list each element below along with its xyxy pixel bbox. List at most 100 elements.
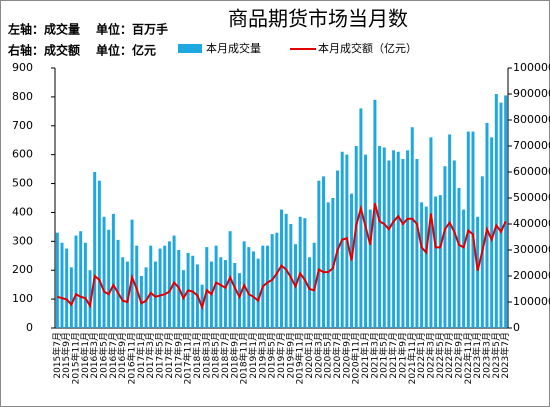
y2-tick-label: 700000 <box>513 139 550 152</box>
x-tick-label: 2020年5月 <box>322 332 334 379</box>
y2-tick-label: 100000 <box>513 295 550 308</box>
bar <box>144 267 148 328</box>
x-tick-label: 2017年7月 <box>163 332 175 379</box>
bar <box>223 260 227 328</box>
y2-tick-label: 400000 <box>513 217 550 230</box>
x-tick-label: 2023年5月 <box>490 332 502 379</box>
bar <box>251 251 255 328</box>
y-tick-label: 300 <box>12 234 33 247</box>
chart-title: 商品期货市场当月数 <box>228 7 408 31</box>
bar <box>424 206 428 328</box>
y-tick-label: 400 <box>12 205 33 218</box>
bar <box>392 150 396 328</box>
right-unit: 单位：亿元 <box>96 43 156 58</box>
x-tick-label: 2022年5月 <box>434 332 446 379</box>
bar <box>219 257 223 328</box>
bar <box>326 202 330 328</box>
bar <box>448 134 452 328</box>
bar <box>396 151 400 328</box>
bar <box>111 213 115 328</box>
x-tick-label: 2021年3月 <box>368 332 380 379</box>
bar <box>443 166 447 328</box>
x-tick-label: 2018年5月 <box>210 332 222 379</box>
bar <box>308 257 312 328</box>
y-tick-label: 100 <box>12 292 33 305</box>
x-tick-label: 2016年5月 <box>98 332 110 379</box>
x-tick-label: 2015年7月 <box>51 332 63 379</box>
x-tick-label: 2022年3月 <box>424 332 436 379</box>
x-tick-label: 2017年1月 <box>135 332 147 379</box>
bar <box>167 241 171 328</box>
bar <box>270 234 274 328</box>
bar <box>378 146 382 328</box>
y-tick-label: 600 <box>12 148 33 161</box>
bar <box>382 147 386 328</box>
bar <box>79 231 83 328</box>
x-tick-label: 2020年9月 <box>340 332 352 379</box>
line <box>57 202 507 311</box>
bar <box>60 242 64 328</box>
right-axis-label: 右轴：成交额 <box>7 43 80 58</box>
bar <box>387 160 391 328</box>
x-tick-label: 2019年5月 <box>266 332 278 379</box>
bar <box>438 195 442 328</box>
y2-tick-label: 900000 <box>513 87 550 100</box>
bar <box>303 218 307 328</box>
bar <box>83 242 87 328</box>
bar <box>158 248 162 328</box>
bar <box>401 159 405 328</box>
x-tick-label: 2015年9月 <box>60 332 72 379</box>
bar <box>125 261 129 328</box>
bar <box>494 94 498 328</box>
x-tick-label: 2018年11月 <box>238 332 250 384</box>
bar <box>373 99 377 329</box>
bar <box>415 159 419 328</box>
bar <box>116 239 120 328</box>
y-tick-label: 0 <box>26 321 33 334</box>
bar <box>322 176 326 328</box>
bar <box>452 160 456 328</box>
x-tick-label: 2017年9月 <box>172 332 184 379</box>
x-tick-label: 2023年3月 <box>480 332 492 379</box>
x-tick-label: 2020年1月 <box>303 332 315 379</box>
bar <box>69 267 73 328</box>
bar <box>153 261 157 328</box>
y2-tick-label: 200000 <box>513 269 550 282</box>
bar <box>504 95 508 328</box>
bar <box>368 209 372 328</box>
x-tick-label: 2017年11月 <box>182 332 194 384</box>
x-tick-label: 2015年11月 <box>70 332 82 384</box>
bar <box>107 229 111 328</box>
bar <box>434 196 438 328</box>
y2-tick-label: 500000 <box>513 191 550 204</box>
bar <box>163 245 167 328</box>
y2-tick-label: 0 <box>513 321 520 334</box>
y2-tick-label: 1000000 <box>513 61 550 74</box>
x-tick-label: 2018年9月 <box>228 332 240 379</box>
bar <box>429 137 433 328</box>
bar <box>88 270 92 328</box>
y-tick-label: 200 <box>12 263 33 276</box>
bar <box>317 180 321 328</box>
bar <box>312 242 316 328</box>
bar <box>471 131 475 328</box>
x-tick-label: 2016年7月 <box>107 332 119 379</box>
x-tick-label: 2023年7月 <box>499 332 511 379</box>
x-tick-label: 2022年9月 <box>452 332 464 379</box>
x-tick-label: 2022年7月 <box>443 332 455 379</box>
y2-tick-label: 600000 <box>513 165 550 178</box>
x-tick-label: 2020年7月 <box>331 332 343 379</box>
bar <box>247 247 251 328</box>
x-tick-label: 2016年1月 <box>79 332 91 379</box>
x-tick-label: 2018年1月 <box>191 332 203 379</box>
x-tick-label: 2021年1月 <box>359 332 371 379</box>
x-tick-label: 2022年11月 <box>462 332 474 384</box>
y2-tick-label: 300000 <box>513 243 550 256</box>
x-tick-label: 2019年11月 <box>294 332 306 384</box>
x-tick-label: 2016年11月 <box>126 332 138 384</box>
bar <box>130 219 134 328</box>
x-tick-label: 2023年1月 <box>471 332 483 379</box>
bar <box>65 248 69 328</box>
bar <box>97 180 101 328</box>
